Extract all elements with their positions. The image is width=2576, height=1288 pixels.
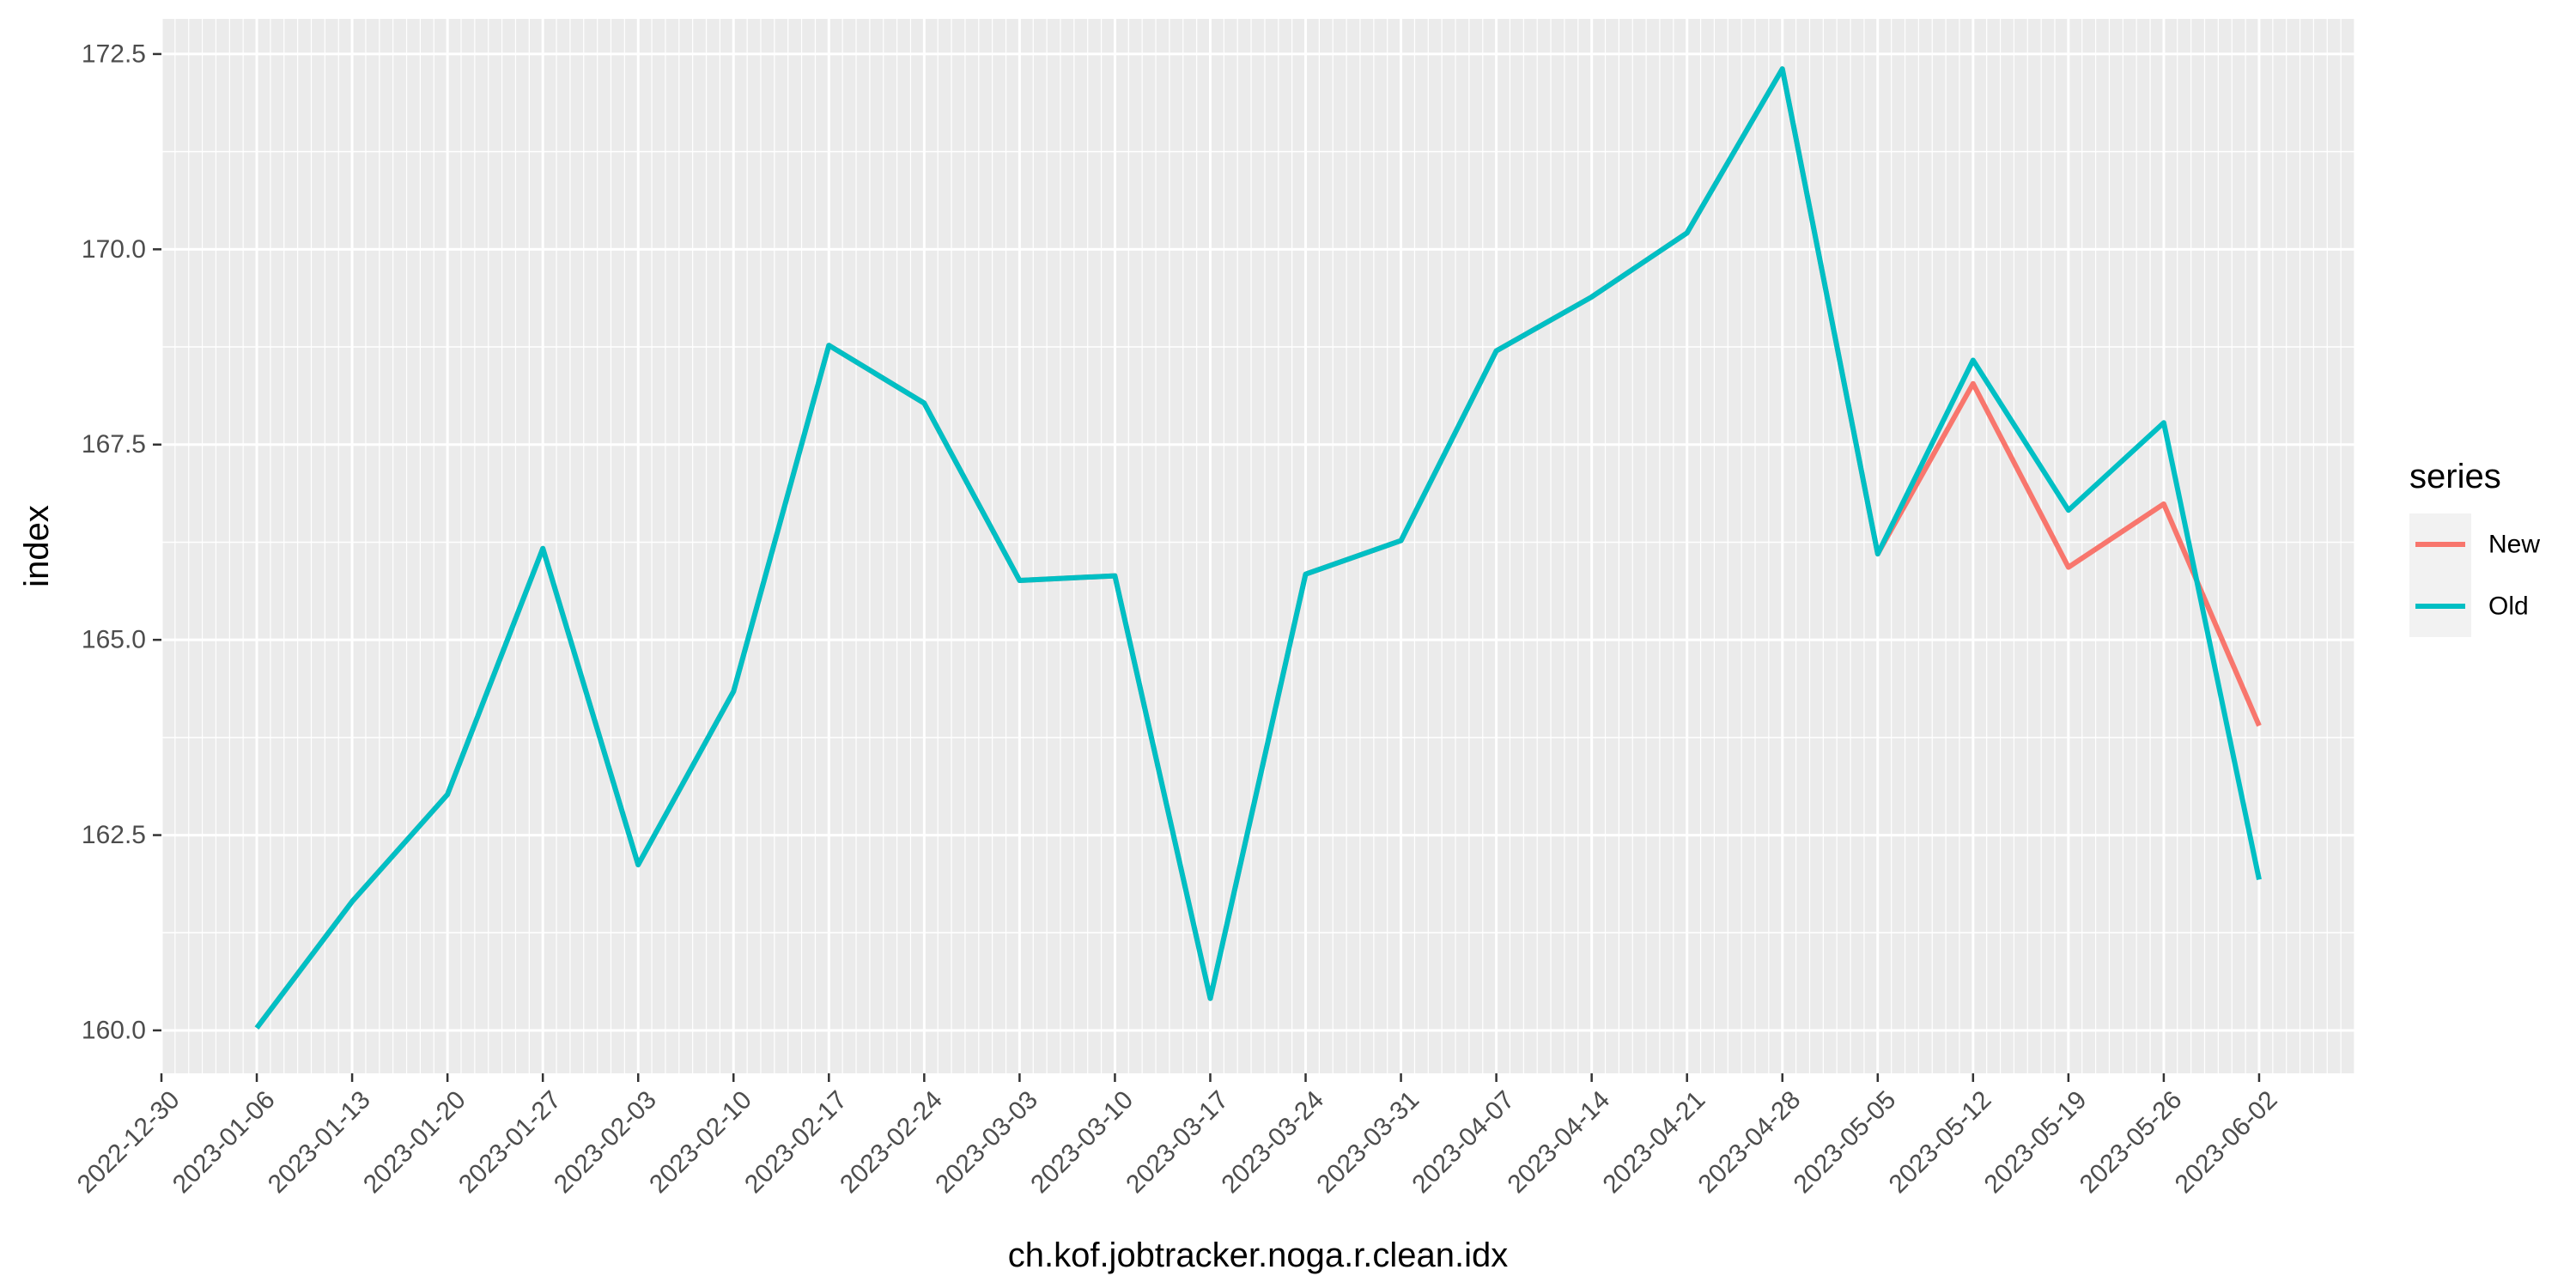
x-tick-label: 2023-01-13 (263, 1085, 376, 1199)
x-tick-label: 2023-02-03 (549, 1085, 662, 1199)
legend-key-background (2409, 513, 2471, 637)
y-axis-title: index (18, 505, 56, 587)
x-tick-label: 2023-03-31 (1311, 1085, 1425, 1199)
plot-panel (161, 19, 2354, 1073)
y-tick-label: 160.0 (82, 1016, 146, 1044)
legend-label-old: Old (2488, 592, 2529, 621)
x-tick-label: 2023-04-21 (1597, 1085, 1710, 1199)
x-tick-label: 2023-02-17 (739, 1085, 853, 1199)
y-tick-label: 167.5 (82, 430, 146, 459)
legend: series New Old (2409, 458, 2540, 637)
x-tick-label: 2023-03-03 (930, 1085, 1043, 1199)
y-tick-label: 162.5 (82, 821, 146, 849)
y-tick-label: 172.5 (82, 39, 146, 68)
x-tick-label: 2023-05-05 (1789, 1085, 1902, 1199)
x-axis: 2022-12-302023-01-062023-01-132023-01-20… (72, 1073, 2283, 1199)
x-tick-label: 2023-02-24 (835, 1085, 948, 1199)
x-tick-label: 2023-05-12 (1884, 1085, 1997, 1199)
x-tick-label: 2023-03-24 (1216, 1085, 1329, 1199)
y-axis: 160.0 162.5 165.0 167.5 170.0 172.5 (82, 39, 161, 1044)
y-tick-label: 165.0 (82, 626, 146, 654)
x-tick-label: 2023-06-02 (2170, 1085, 2283, 1199)
x-tick-label: 2023-01-06 (167, 1085, 281, 1199)
x-tick-label: 2023-03-10 (1025, 1085, 1139, 1199)
y-tick-label: 170.0 (82, 235, 146, 264)
x-tick-label: 2023-01-20 (358, 1085, 471, 1199)
x-tick-label: 2023-05-26 (2075, 1085, 2188, 1199)
major-gridlines (160, 19, 2354, 1073)
x-tick-label: 2023-04-14 (1502, 1085, 1615, 1199)
x-tick-label: 2023-04-07 (1406, 1085, 1520, 1199)
x-tick-label: 2022-12-30 (72, 1085, 185, 1199)
x-tick-label: 2023-03-17 (1121, 1085, 1234, 1199)
series-line-old (254, 66, 2262, 1030)
legend-items: New Old (2415, 531, 2540, 621)
x-tick-label: 2023-04-28 (1693, 1085, 1807, 1199)
series-lines (254, 66, 2262, 1030)
x-axis-title: ch.kof.jobtracker.noga.r.clean.idx (1008, 1236, 1509, 1274)
x-tick-label: 2023-01-27 (453, 1085, 567, 1199)
legend-label-new: New (2488, 531, 2540, 559)
x-tick-label: 2023-05-19 (1979, 1085, 2093, 1199)
x-tick-label: 2023-02-10 (644, 1085, 757, 1199)
legend-title: series (2409, 458, 2501, 495)
